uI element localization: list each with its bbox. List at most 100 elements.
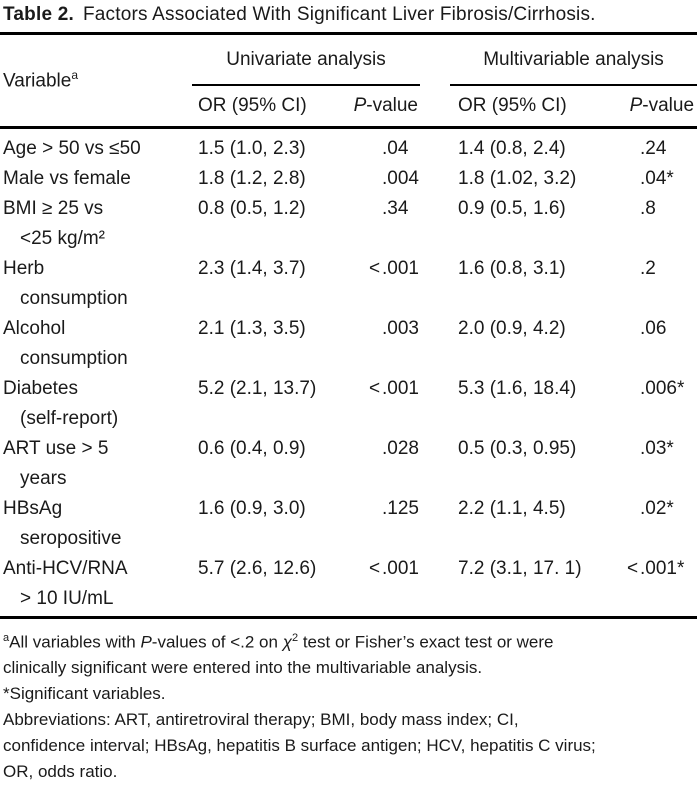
pvalue-text: .028 <box>382 437 419 459</box>
univariate-or-cell: 0.6 (0.4, 0.9) <box>198 437 306 459</box>
univariate-or-cell: 1.5 (1.0, 2.3) <box>198 137 306 159</box>
pvalue-text: .04* <box>640 167 674 189</box>
column-gap-cell <box>420 494 450 554</box>
univariate-pvalue-cell: .028 <box>344 434 420 494</box>
multivariable-pvalue-cell: .04* <box>602 164 697 194</box>
subheader-row: OR (95% CI) P-value OR (95% CI) P-value <box>0 85 697 129</box>
multivariable-or-cell: 7.2 (3.1, 17. 1) <box>458 557 582 579</box>
multivariable-or-cell: 5.3 (1.6, 18.4) <box>458 377 577 399</box>
variable-line2: > 10 IU/mL <box>20 587 114 609</box>
variable-cell: BMI ≥ 25 vs <25 kg/m² <box>0 194 192 254</box>
univariate-pvalue-cell: .04 <box>344 127 420 164</box>
pvalue-text: .8 <box>640 197 656 219</box>
less-than-prefix: < <box>369 557 381 579</box>
univariate-or-cell: 1.8 (1.2, 2.8) <box>198 167 306 189</box>
variable-line2: consumption <box>20 347 128 369</box>
pvalue-text: .02* <box>640 497 674 519</box>
footnote-a-text: All variables with <box>9 632 141 652</box>
pvalue-header-rest: -value <box>366 94 418 116</box>
multivariable-pvalue-cell: .8 <box>602 194 697 254</box>
pvalue-text: .001 <box>382 257 419 279</box>
variable-line2: (self-report) <box>20 407 119 429</box>
multivariable-pvalue-header: P-value <box>602 85 697 129</box>
pvalue-text: .24 <box>640 137 667 159</box>
pvalue-text: .004 <box>382 167 419 189</box>
table-caption-label: Table 2. <box>3 4 74 25</box>
univariate-pvalue-cell: <.001 <box>344 374 420 434</box>
univariate-pvalue-cell: <.001 <box>344 254 420 314</box>
table-row: Diabetes (self-report) 5.2 (2.1, 13.7) <.… <box>0 374 697 434</box>
univariate-or-cell: 0.8 (0.5, 1.2) <box>198 197 306 219</box>
multivariable-or-cell: 1.6 (0.8, 3.1) <box>458 257 566 279</box>
table-row: Anti-HCV/RNA > 10 IU/mL 5.7 (2.6, 12.6) <… <box>0 554 697 616</box>
footnote-a-text: test or Fisher’s exact test or were <box>298 632 554 652</box>
univariate-pvalue-cell: <.001 <box>344 554 420 616</box>
results-table: Variablea Univariate analysis Multivaria… <box>0 35 697 616</box>
table-caption: Table 2. Factors Associated With Signific… <box>0 0 697 27</box>
univariate-spanner-header: Univariate analysis <box>192 35 420 86</box>
multivariable-pvalue-cell: .02* <box>602 494 697 554</box>
table-row: HBsAg seropositive 1.6 (0.9, 3.0) .125 2.… <box>0 494 697 554</box>
pvalue-text: .34 <box>382 197 409 219</box>
column-gap-cell <box>420 194 450 254</box>
variable-line1: Anti-HCV/RNA <box>3 557 128 579</box>
variable-line1: Male vs female <box>3 167 131 189</box>
univariate-pvalue-cell: .003 <box>344 314 420 374</box>
univariate-pvalue-cell: .125 <box>344 494 420 554</box>
variable-cell: Age > 50 vs ≤50 <box>0 127 192 164</box>
column-gap-cell <box>420 314 450 374</box>
pvalue-text: .006* <box>640 377 685 399</box>
variable-line1: Alcohol <box>3 317 66 339</box>
variable-line2: consumption <box>20 287 128 309</box>
table-row: Age > 50 vs ≤50 1.5 (1.0, 2.3) .04 1.4 (… <box>0 127 697 164</box>
table-row: Male vs female 1.8 (1.2, 2.8) .004 1.8 (… <box>0 164 697 194</box>
column-gap <box>420 35 450 129</box>
variable-line1: HBsAg <box>3 497 63 519</box>
chi-symbol: χ <box>282 632 292 652</box>
variable-line1: Age > 50 vs ≤50 <box>3 137 141 159</box>
pvalue-text: .001* <box>640 557 685 579</box>
univariate-or-header: OR (95% CI) <box>192 85 344 129</box>
pvalue-text: .001 <box>382 557 419 579</box>
footnote-abbreviations-line2: confidence interval; HBsAg, hepatitis B … <box>3 736 596 756</box>
multivariable-pvalue-cell: <.001* <box>602 554 697 616</box>
footnote-a-marker: a <box>3 631 10 644</box>
variable-cell: Diabetes (self-report) <box>0 374 192 434</box>
footnotes: aAll variables with P-values of <.2 on χ… <box>0 619 697 786</box>
table-row: ART use > 5 years 0.6 (0.4, 0.9) .028 0.5… <box>0 434 697 494</box>
multivariable-pvalue-cell: .006* <box>602 374 697 434</box>
variable-line2: seropositive <box>20 527 122 549</box>
footnote-abbreviations-line3: OR, odds ratio. <box>3 762 118 782</box>
variable-cell: ART use > 5 years <box>0 434 192 494</box>
table-row: BMI ≥ 25 vs <25 kg/m² 0.8 (0.5, 1.2) .34 … <box>0 194 697 254</box>
univariate-pvalue-header: P-value <box>344 85 420 129</box>
variable-header-footnote-marker: a <box>71 68 78 83</box>
univariate-pvalue-cell: .004 <box>344 164 420 194</box>
variable-cell: HBsAg seropositive <box>0 494 192 554</box>
variable-line1: Herb <box>3 257 45 279</box>
column-gap-cell <box>420 164 450 194</box>
table-row: Alcohol consumption 2.1 (1.3, 3.5) .003 2… <box>0 314 697 374</box>
multivariable-pvalue-cell: .24 <box>602 127 697 164</box>
pvalue-text: .04 <box>382 137 409 159</box>
footnote-a-text: -values of <.2 on <box>151 632 283 652</box>
univariate-pvalue-cell: .34 <box>344 194 420 254</box>
multivariable-or-cell: 2.0 (0.9, 4.2) <box>458 317 566 339</box>
pvalue-text: .003 <box>382 317 419 339</box>
pvalue-text: .125 <box>382 497 419 519</box>
pvalue-text: .06 <box>640 317 667 339</box>
pvalue-header-italic-p: P <box>353 94 367 116</box>
variable-line1: ART use > 5 <box>3 437 109 459</box>
univariate-or-cell: 5.2 (2.1, 13.7) <box>198 377 317 399</box>
variable-cell: Male vs female <box>0 164 192 194</box>
variable-cell: Alcohol consumption <box>0 314 192 374</box>
multivariable-or-cell: 1.8 (1.02, 3.2) <box>458 167 577 189</box>
univariate-or-cell: 2.1 (1.3, 3.5) <box>198 317 306 339</box>
variable-cell: Anti-HCV/RNA > 10 IU/mL <box>0 554 192 616</box>
variable-line1: Diabetes <box>3 377 78 399</box>
multivariable-or-header: OR (95% CI) <box>450 85 602 129</box>
table-row: Herb consumption 2.3 (1.4, 3.7) <.001 1.6… <box>0 254 697 314</box>
variable-line2: <25 kg/m² <box>20 227 106 249</box>
univariate-or-cell: 2.3 (1.4, 3.7) <box>198 257 306 279</box>
